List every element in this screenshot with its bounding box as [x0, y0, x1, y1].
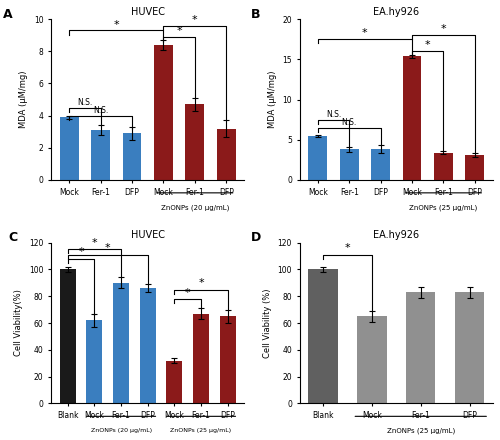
Text: *: *: [78, 247, 84, 257]
Bar: [340, 150, 358, 180]
Text: ZnONPs (25 μg/mL): ZnONPs (25 μg/mL): [386, 428, 455, 434]
Y-axis label: Cell Viability(%): Cell Viability(%): [14, 290, 24, 356]
Text: N.S.: N.S.: [93, 106, 108, 115]
Title: HUVEC: HUVEC: [130, 231, 164, 240]
Title: HUVEC: HUVEC: [130, 7, 164, 17]
Text: *: *: [362, 29, 368, 38]
Bar: [466, 155, 484, 180]
Text: B: B: [251, 8, 260, 21]
Text: *: *: [440, 24, 446, 34]
Text: *: *: [192, 15, 198, 25]
Text: N.S.: N.S.: [326, 110, 341, 119]
Bar: [166, 360, 182, 403]
Bar: [371, 150, 390, 180]
Text: C: C: [8, 231, 18, 244]
Y-axis label: MDA (μM/mg): MDA (μM/mg): [268, 71, 277, 128]
Y-axis label: MDA (μM/mg): MDA (μM/mg): [19, 71, 28, 128]
Bar: [60, 117, 78, 180]
Bar: [186, 104, 204, 180]
Bar: [217, 128, 236, 180]
Text: *: *: [198, 278, 204, 288]
Text: N.S.: N.S.: [342, 118, 357, 127]
Bar: [122, 133, 142, 180]
Bar: [455, 292, 484, 403]
Bar: [154, 45, 173, 180]
Text: ZnONPs (25 μg/mL): ZnONPs (25 μg/mL): [170, 428, 232, 433]
Bar: [357, 316, 386, 403]
Text: *: *: [114, 19, 119, 29]
Text: *: *: [185, 288, 190, 297]
Bar: [308, 269, 338, 403]
Bar: [402, 56, 421, 180]
Text: ZnONPs (20 μg/mL): ZnONPs (20 μg/mL): [160, 204, 229, 211]
Bar: [406, 292, 436, 403]
Text: *: *: [92, 238, 97, 248]
Bar: [434, 153, 453, 180]
Text: *: *: [425, 40, 430, 51]
Bar: [60, 269, 76, 403]
Text: *: *: [176, 26, 182, 36]
Text: N.S.: N.S.: [78, 98, 92, 107]
Bar: [220, 316, 236, 403]
Text: *: *: [344, 243, 350, 253]
Bar: [193, 314, 209, 403]
Title: EA.hy926: EA.hy926: [374, 231, 420, 240]
Bar: [91, 130, 110, 180]
Text: A: A: [2, 8, 12, 21]
Title: EA.hy926: EA.hy926: [374, 7, 420, 17]
Bar: [140, 288, 156, 403]
Bar: [113, 283, 129, 403]
Text: ZnONPs (20 μg/mL): ZnONPs (20 μg/mL): [90, 428, 152, 433]
Bar: [86, 320, 102, 403]
Y-axis label: Cell Viability (%): Cell Viability (%): [263, 288, 272, 358]
Text: *: *: [105, 243, 110, 253]
Bar: [308, 136, 327, 180]
Text: D: D: [251, 231, 262, 244]
Text: ZnONPs (25 μg/mL): ZnONPs (25 μg/mL): [410, 204, 478, 211]
